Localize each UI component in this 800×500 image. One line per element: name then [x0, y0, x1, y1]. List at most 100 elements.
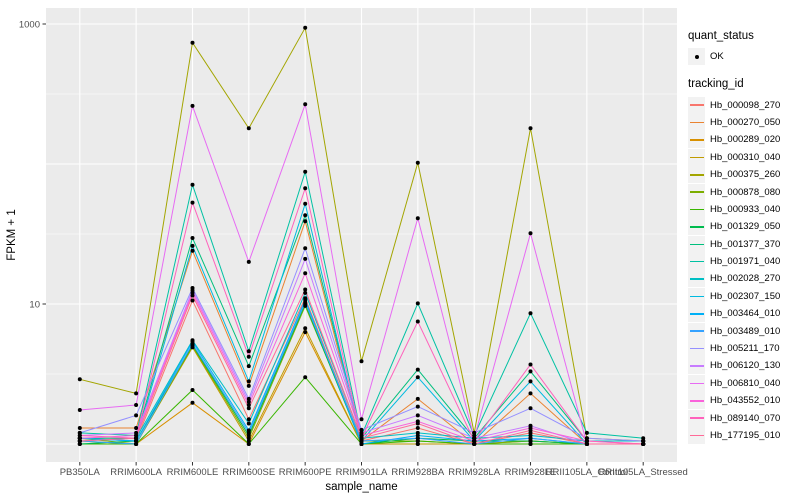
data-point — [134, 403, 139, 407]
line-key-icon — [688, 409, 705, 427]
data-point — [246, 439, 251, 443]
legend-item-label: Hb_002028_270 — [710, 273, 781, 285]
line-key-icon — [688, 253, 705, 271]
data-point — [415, 426, 420, 430]
data-point — [303, 186, 308, 191]
data-point — [359, 427, 364, 432]
data-point — [472, 430, 477, 435]
data-point — [584, 439, 589, 443]
y-tick-label: 1000 — [19, 19, 40, 30]
legend-item-Hb_001329_050: Hb_001329_050 — [688, 218, 781, 236]
data-point — [190, 388, 195, 392]
legend-panel: quant_status OK tracking_id Hb_000098_27… — [688, 30, 780, 444]
data-point — [359, 436, 364, 441]
data-point — [190, 40, 195, 45]
line-key-icon — [688, 113, 705, 131]
data-point — [134, 413, 139, 418]
x-tick-label: RRIM928LA — [448, 467, 500, 478]
data-point — [77, 439, 82, 443]
legend-item-Hb_000878_080: Hb_000878_080 — [688, 183, 781, 201]
legend-item-label: Hb_005211_170 — [710, 343, 780, 355]
data-point — [77, 442, 82, 446]
legend-item-Hb_006810_040: Hb_006810_040 — [688, 374, 781, 392]
data-point — [303, 201, 308, 206]
x-tick-label: RRII105LA_Control — [546, 467, 628, 478]
line-key-icon — [688, 148, 705, 166]
data-point — [415, 319, 420, 324]
data-point — [415, 442, 420, 446]
data-point — [303, 256, 308, 261]
data-point — [134, 439, 139, 443]
data-point — [528, 406, 533, 411]
data-point — [77, 408, 82, 412]
legend-item-label: Hb_006810_040 — [710, 377, 781, 389]
data-point — [246, 259, 251, 264]
data-point — [415, 404, 420, 409]
data-point — [528, 126, 533, 131]
legend-item-label: Hb_003464_010 — [710, 308, 781, 320]
legend-item-label: Hb_001329_050 — [710, 221, 781, 233]
legend-item-Hb_003489_010: Hb_003489_010 — [688, 322, 780, 340]
x-tick-label: RRIM901LA — [336, 467, 388, 478]
data-point — [246, 417, 251, 422]
legend-item-Hb_000289_020: Hb_000289_020 — [688, 131, 781, 149]
data-point — [528, 369, 533, 374]
line-key-icon — [688, 200, 705, 218]
data-point — [303, 287, 308, 292]
data-point — [246, 406, 251, 411]
x-tick-label: RRIM928LE — [505, 467, 557, 478]
data-point — [584, 430, 589, 435]
x-axis-title: sample_name — [325, 481, 397, 493]
data-point — [528, 379, 533, 384]
legend-item-ok: OK — [688, 48, 780, 66]
data-point — [190, 236, 195, 240]
legend-item-Hb_000310_040: Hb_000310_040 — [688, 148, 781, 166]
data-point — [359, 417, 364, 422]
legend-item-label: Hb_043552_010 — [710, 395, 781, 407]
legend-item-Hb_003464_010: Hb_003464_010 — [688, 305, 781, 323]
data-point — [303, 330, 308, 335]
x-tick-label: RRIM600LE — [167, 467, 219, 478]
data-point — [190, 248, 195, 253]
legend-item-label: Hb_000310_040 — [710, 151, 781, 163]
legend-item-label: Hb_002307_150 — [710, 290, 781, 302]
data-point — [246, 442, 251, 446]
legend-item-label: Hb_000098_270 — [710, 99, 781, 111]
line-key-icon — [688, 305, 705, 323]
data-point — [359, 359, 364, 364]
data-point — [246, 354, 251, 359]
legend-item-Hb_000098_270: Hb_000098_270 — [688, 96, 781, 114]
line-key-icon — [688, 392, 705, 410]
data-point — [190, 298, 195, 303]
data-point — [641, 439, 646, 443]
legend-item-label: Hb_177195_010 — [710, 430, 781, 441]
legend-item-label: Hb_000289_020 — [710, 134, 781, 146]
legend-tracking-items: Hb_000098_270 Hb_000270_050 Hb_000289_020 H… — [688, 96, 780, 444]
legend-item-label: Hb_000878_080 — [710, 186, 781, 198]
data-point — [472, 439, 477, 443]
legend-item-label: Hb_006120_130 — [710, 360, 781, 372]
data-point — [246, 403, 251, 407]
data-point — [415, 439, 420, 443]
data-point — [641, 442, 646, 446]
data-point — [190, 103, 195, 108]
legend-title-tracking-id: tracking_id — [688, 78, 744, 91]
legend-item-Hb_002307_150: Hb_002307_150 — [688, 287, 781, 305]
y-axis-title: FPKM + 1 — [6, 209, 18, 260]
legend-item-label: Hb_089140_070 — [710, 412, 781, 424]
data-point — [472, 442, 477, 446]
data-point — [528, 311, 533, 316]
data-point — [528, 442, 533, 446]
x-tick-label: RRIM600LA — [110, 467, 162, 478]
data-point — [77, 433, 82, 438]
data-point — [246, 399, 251, 404]
data-point — [528, 362, 533, 367]
data-point — [528, 231, 533, 236]
data-point — [472, 436, 477, 441]
point-key-icon — [688, 48, 705, 66]
legend-item-Hb_005211_170: Hb_005211_170 — [688, 340, 780, 358]
legend-item-label: Hb_000375_260 — [710, 169, 781, 181]
legend-item-label: Hb_001377_370 — [710, 238, 781, 250]
data-point — [246, 421, 251, 426]
